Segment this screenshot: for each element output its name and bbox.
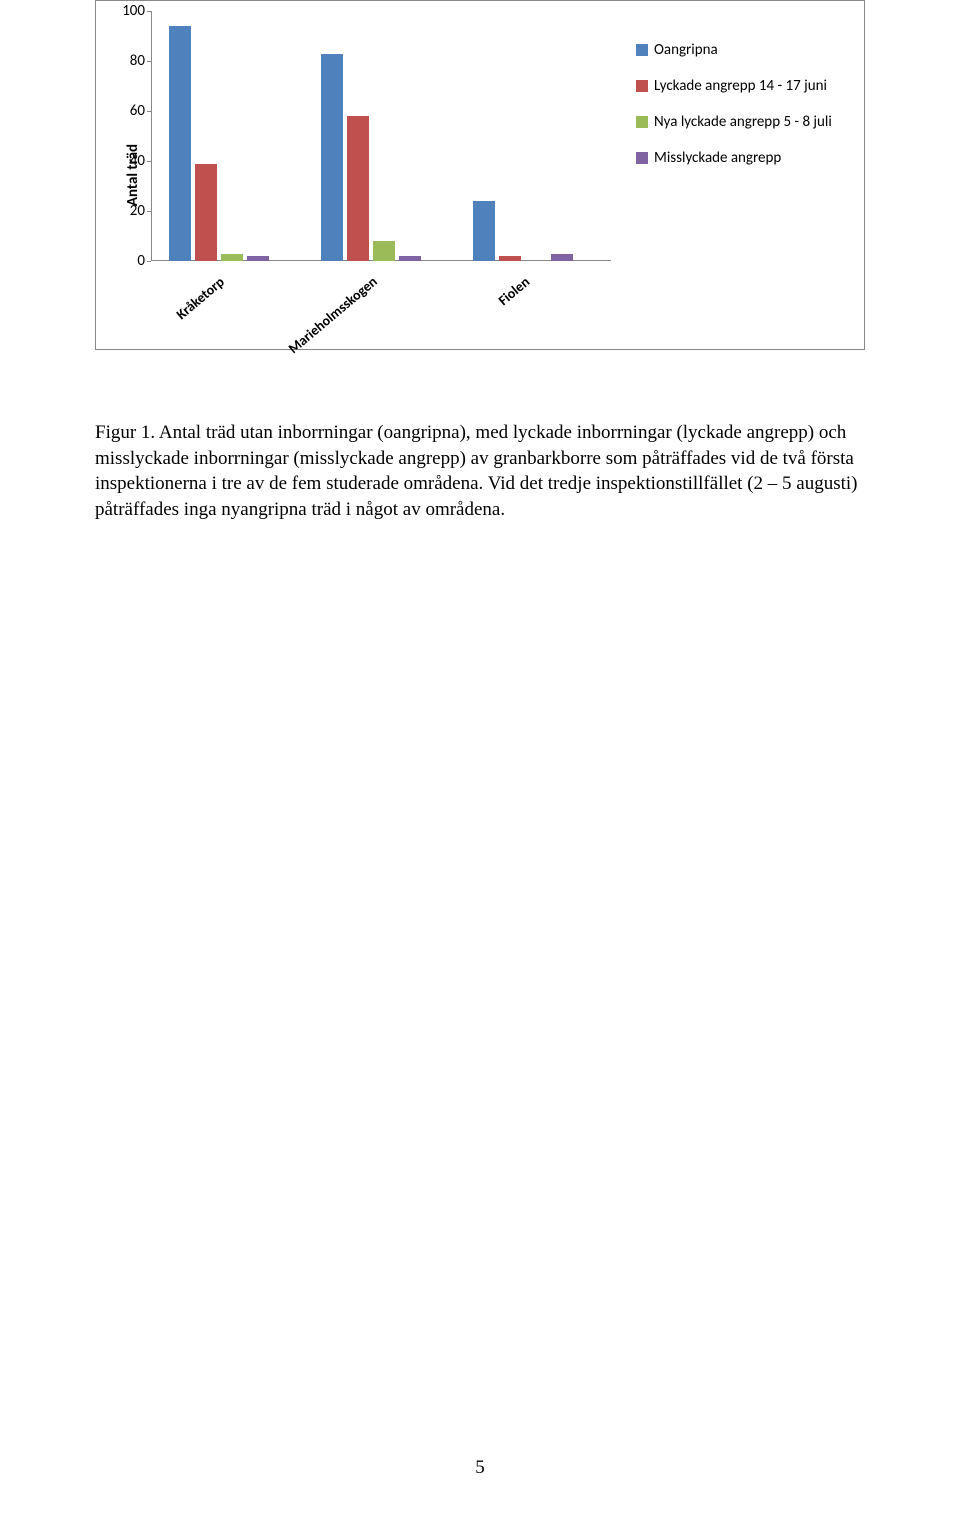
x-category-label: Kråketorp [173, 274, 228, 324]
bar [473, 201, 495, 261]
x-category-label: Fiolen [495, 273, 533, 309]
legend: Oangripna Lyckade angrepp 14 - 17 juni Nya… [636, 41, 846, 185]
caption-text: Figur 1. Antal träd utan inborrningar (o… [95, 422, 858, 520]
bar [169, 26, 191, 261]
legend-label: Oangripna [654, 41, 718, 59]
y-tick-label: 40 [130, 152, 145, 170]
bar [321, 54, 343, 262]
y-tick-label: 60 [130, 102, 145, 120]
legend-item: Lyckade angrepp 14 - 17 juni [636, 77, 846, 95]
bar [499, 256, 521, 261]
legend-label: Misslyckade angrepp [654, 149, 781, 167]
bar [373, 241, 395, 261]
bar [195, 164, 217, 262]
bar-chart: Antal träd 020406080100 KråketorpMarieho… [95, 0, 865, 350]
y-tick-label: 0 [137, 252, 145, 270]
legend-item: Misslyckade angrepp [636, 149, 846, 167]
legend-label: Nya lyckade angrepp 5 - 8 juli [654, 113, 832, 131]
y-tick-label: 100 [122, 2, 145, 20]
y-tick-mark [147, 261, 151, 262]
figure-caption: Figur 1. Antal träd utan inborrningar (o… [95, 420, 865, 523]
bar [247, 256, 269, 261]
y-tick-label: 20 [130, 202, 145, 220]
page: Antal träd 020406080100 KråketorpMarieho… [0, 0, 960, 1529]
x-category-labels: KråketorpMarieholmsskogenFiolen [151, 261, 611, 341]
legend-label: Lyckade angrepp 14 - 17 juni [654, 77, 827, 95]
page-number: 5 [475, 1457, 485, 1479]
legend-swatch [636, 116, 648, 128]
bar [551, 254, 573, 262]
bars-container [151, 11, 611, 261]
x-category-label: Marieholmsskogen [285, 273, 381, 357]
legend-swatch [636, 80, 648, 92]
bar [399, 256, 421, 261]
plot-area: 020406080100 [151, 11, 611, 261]
y-tick-label: 80 [130, 52, 145, 70]
bar [347, 116, 369, 261]
legend-item: Nya lyckade angrepp 5 - 8 juli [636, 113, 846, 131]
legend-swatch [636, 152, 648, 164]
legend-item: Oangripna [636, 41, 846, 59]
legend-swatch [636, 44, 648, 56]
bar [221, 254, 243, 262]
